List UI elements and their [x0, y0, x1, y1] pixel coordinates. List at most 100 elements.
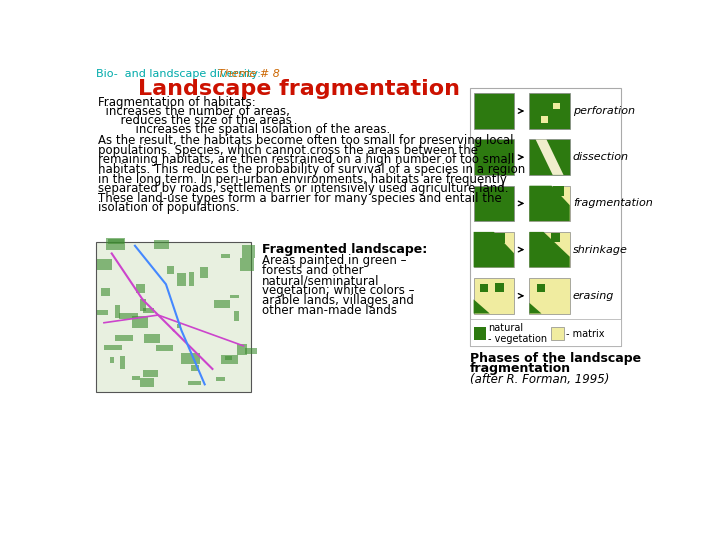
Text: arable lands, villages and: arable lands, villages and: [262, 294, 414, 307]
Text: erasing: erasing: [573, 291, 614, 301]
Bar: [234, 310, 240, 321]
Bar: [154, 240, 169, 249]
Bar: [143, 308, 154, 313]
Polygon shape: [529, 186, 570, 221]
Bar: [474, 232, 514, 267]
Bar: [237, 343, 247, 355]
Bar: [221, 355, 238, 364]
Text: reduces the size of the areas: reduces the size of the areas: [98, 114, 292, 127]
Bar: [97, 259, 112, 269]
Bar: [541, 116, 548, 123]
Bar: [156, 345, 174, 352]
Bar: [189, 272, 194, 286]
Bar: [240, 258, 254, 271]
Bar: [107, 238, 125, 249]
Bar: [495, 233, 505, 242]
Bar: [119, 313, 138, 319]
Text: As the result, the habitats become often too small for preserving local: As the result, the habitats become often…: [98, 134, 513, 147]
Text: Phases of the landscape: Phases of the landscape: [469, 352, 641, 365]
Text: habitats. This reduces the probability of survival of a species in a region: habitats. This reduces the probability o…: [98, 163, 525, 176]
Bar: [551, 327, 564, 340]
Bar: [132, 316, 148, 328]
Text: Bio-  and landscape diversity:: Bio- and landscape diversity:: [96, 70, 264, 79]
Bar: [534, 237, 540, 244]
Text: separated by roads, settlements or intensively used agriculture land.: separated by roads, settlements or inten…: [98, 182, 508, 195]
Text: Theme # 8: Theme # 8: [218, 70, 280, 79]
Bar: [110, 356, 114, 363]
Bar: [221, 254, 230, 258]
Bar: [181, 353, 200, 365]
Bar: [480, 284, 487, 292]
Bar: [474, 278, 514, 314]
Text: shrinkage: shrinkage: [573, 245, 628, 254]
Text: in the long term. In peri-urban environments, habitats are frequently: in the long term. In peri-urban environm…: [98, 173, 507, 186]
Text: other man-made lands: other man-made lands: [262, 304, 397, 318]
Bar: [97, 310, 107, 315]
Polygon shape: [529, 232, 570, 267]
Polygon shape: [474, 232, 514, 267]
Text: Fragmentation of habitats:: Fragmentation of habitats:: [98, 96, 256, 109]
Bar: [140, 299, 146, 310]
Bar: [225, 356, 232, 360]
Bar: [534, 192, 544, 201]
Bar: [529, 232, 570, 267]
Bar: [188, 381, 202, 385]
Text: - matrix: - matrix: [566, 328, 604, 339]
Text: forests and other: forests and other: [262, 264, 364, 277]
Text: natural/seminatural: natural/seminatural: [262, 274, 379, 287]
Bar: [143, 370, 158, 377]
Bar: [200, 267, 208, 278]
Bar: [96, 242, 251, 392]
Text: fragmentation: fragmentation: [573, 198, 652, 208]
Text: increases the number of areas,: increases the number of areas,: [98, 105, 289, 118]
Bar: [191, 364, 199, 371]
Text: dissection: dissection: [573, 152, 629, 162]
Bar: [176, 273, 186, 287]
Bar: [474, 186, 514, 221]
Bar: [115, 305, 120, 318]
Text: populations. Species, which cannot cross the areas between the: populations. Species, which cannot cross…: [98, 144, 478, 157]
Text: fragmentation: fragmentation: [469, 362, 571, 375]
Text: increases the spatial isolation of the areas.: increases the spatial isolation of the a…: [98, 123, 390, 136]
Bar: [214, 300, 230, 308]
Bar: [477, 237, 486, 246]
Bar: [529, 139, 570, 175]
Text: (after R. Forman, 1995): (after R. Forman, 1995): [469, 373, 609, 386]
Bar: [132, 376, 140, 381]
Bar: [553, 103, 559, 110]
Bar: [529, 186, 570, 221]
Bar: [167, 266, 174, 274]
Bar: [120, 356, 125, 369]
Text: isolation of populations.: isolation of populations.: [98, 201, 239, 214]
Bar: [114, 335, 133, 341]
Text: Fragmented landscape:: Fragmented landscape:: [262, 244, 427, 256]
Text: Areas painted in green –: Areas painted in green –: [262, 254, 407, 267]
Bar: [469, 88, 621, 346]
Bar: [216, 377, 225, 381]
Bar: [145, 334, 160, 343]
Text: Landscape fragmentation: Landscape fragmentation: [138, 79, 460, 99]
Bar: [474, 327, 486, 340]
Bar: [108, 239, 124, 244]
Bar: [551, 233, 559, 242]
Bar: [537, 284, 545, 292]
Bar: [474, 139, 514, 175]
Bar: [529, 278, 570, 314]
Bar: [177, 325, 181, 328]
Polygon shape: [536, 139, 564, 175]
Bar: [140, 379, 153, 387]
Text: vegetation; white colors –: vegetation; white colors –: [262, 284, 415, 297]
Text: perforation: perforation: [573, 106, 635, 116]
Text: These land-use types form a barrier for many species and entail the: These land-use types form a barrier for …: [98, 192, 502, 205]
Bar: [101, 288, 110, 296]
Bar: [553, 186, 564, 197]
Bar: [469, 319, 621, 346]
Polygon shape: [474, 299, 490, 314]
Bar: [246, 348, 257, 354]
Bar: [495, 284, 504, 292]
Bar: [104, 345, 122, 350]
Bar: [474, 93, 514, 129]
Bar: [230, 295, 239, 299]
Polygon shape: [529, 303, 541, 314]
Bar: [529, 93, 570, 129]
